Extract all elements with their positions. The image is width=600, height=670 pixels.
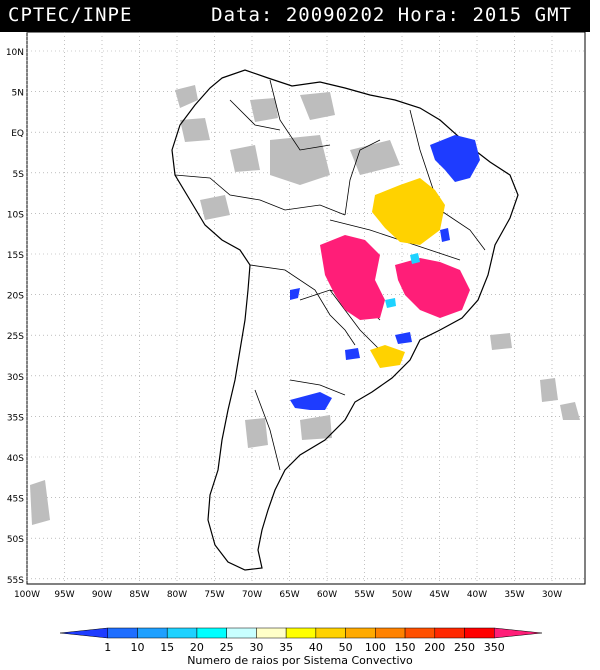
lon-tick-label: 85W <box>129 590 149 600</box>
colorbar-swatch <box>166 627 198 639</box>
lon-tick-label: 95W <box>54 590 74 600</box>
colorbar-swatch <box>464 627 495 639</box>
graticule <box>26 32 585 584</box>
map-header: CPTEC/INPE Data: 20090202 Hora: 2015 GMT <box>0 0 590 32</box>
lon-tick-label: 100W <box>14 590 40 600</box>
lat-tick-label: 35S <box>7 413 24 423</box>
lon-tick-label: 35W <box>504 590 524 600</box>
magenta-systems <box>320 235 470 320</box>
colorbar-level-label: 40 <box>309 641 323 654</box>
lat-tick-label: 25S <box>7 332 24 342</box>
colorbar-swatch <box>404 627 436 639</box>
date-label: Data: <box>211 4 274 26</box>
colorbar-swatch <box>285 627 317 639</box>
lon-tick-label: 80W <box>167 590 187 600</box>
lat-tick-label: 45S <box>7 495 24 505</box>
datetime-label: Data: 20090202 Hora: 2015 GMT <box>211 4 572 26</box>
hour-label: Hora: <box>397 4 460 26</box>
lon-tick-label: 70W <box>242 590 262 600</box>
colorbar-level-label: 150 <box>395 641 416 654</box>
blue-systems <box>290 135 480 410</box>
colorbar-swatch <box>315 627 346 639</box>
continent-outline <box>171 69 519 571</box>
cyan-systems <box>385 253 420 308</box>
hour-value: 2015 <box>472 4 523 26</box>
source-label: CPTEC/INPE <box>8 4 133 26</box>
colorbar-swatch <box>59 627 108 639</box>
lon-tick-label: 40W <box>467 590 487 600</box>
colorbar-level-label: 10 <box>130 641 144 654</box>
colorbar-swatch <box>107 627 138 639</box>
lat-tick-label: 40S <box>7 454 24 464</box>
lat-tick-label: 10S <box>7 210 24 220</box>
lon-tick-label: 75W <box>204 590 224 600</box>
cloud-cover <box>30 85 580 525</box>
colorbar-swatch <box>256 627 287 639</box>
lon-tick-label: 90W <box>92 590 112 600</box>
colorbar-caption: Numero de raios por Sistema Convectivo <box>187 654 413 667</box>
colorbar-swatch <box>137 627 168 639</box>
colorbar-level-label: 350 <box>484 641 505 654</box>
colorbar-swatch <box>434 627 465 639</box>
colorbar-swatch <box>494 627 543 639</box>
colorbar-level-label: 100 <box>365 641 386 654</box>
date-value: 20090202 <box>285 4 386 26</box>
colorbar-level-label: 35 <box>279 641 293 654</box>
lat-tick-label: 20S <box>7 292 24 302</box>
timezone-label: GMT <box>534 4 572 26</box>
lon-tick-label: 55W <box>354 590 374 600</box>
lat-tick-label: 5N <box>12 89 24 99</box>
lat-tick-label: 10N <box>6 48 24 58</box>
colorbar-level-label: 50 <box>339 641 353 654</box>
map-frame <box>26 31 586 585</box>
lon-tick-label: 65W <box>279 590 299 600</box>
lat-tick-label: 5S <box>13 170 25 180</box>
latitude-labels: 10N 5N EQ 5S 10S 15S 20S 25S 30S 35S 40S 45S 50S 55S <box>6 48 24 586</box>
colorbar-level-label: 25 <box>220 641 234 654</box>
lat-tick-label: 55S <box>7 576 24 586</box>
lat-tick-label: EQ <box>11 129 24 139</box>
colorbar-labels: 1 10 15 20 25 30 35 40 50 100 150 200 250 350 <box>104 641 505 654</box>
colorbar <box>59 627 543 639</box>
colorbar-level-label: 250 <box>454 641 475 654</box>
lon-tick-label: 30W <box>542 590 562 600</box>
colorbar-level-label: 200 <box>424 641 445 654</box>
colorbar-swatch <box>196 627 227 639</box>
colorbar-swatch <box>226 627 257 639</box>
lon-tick-label: 45W <box>429 590 449 600</box>
lat-tick-label: 50S <box>7 535 24 545</box>
colorbar-swatch <box>375 627 406 639</box>
colorbar-swatch <box>345 627 376 639</box>
colorbar-level-label: 30 <box>249 641 263 654</box>
lon-tick-label: 50W <box>392 590 412 600</box>
colorbar-level-label: 1 <box>104 641 111 654</box>
colorbar-level-label: 20 <box>190 641 204 654</box>
lat-tick-label: 30S <box>7 373 24 383</box>
colorbar-level-label: 15 <box>160 641 174 654</box>
longitude-labels: 100W 95W 90W 85W 80W 75W 70W 65W 60W 55W 50W 45W 40W… <box>14 590 562 600</box>
lat-tick-label: 15S <box>7 251 24 261</box>
lon-tick-label: 60W <box>317 590 337 600</box>
yellow-systems <box>370 178 445 368</box>
